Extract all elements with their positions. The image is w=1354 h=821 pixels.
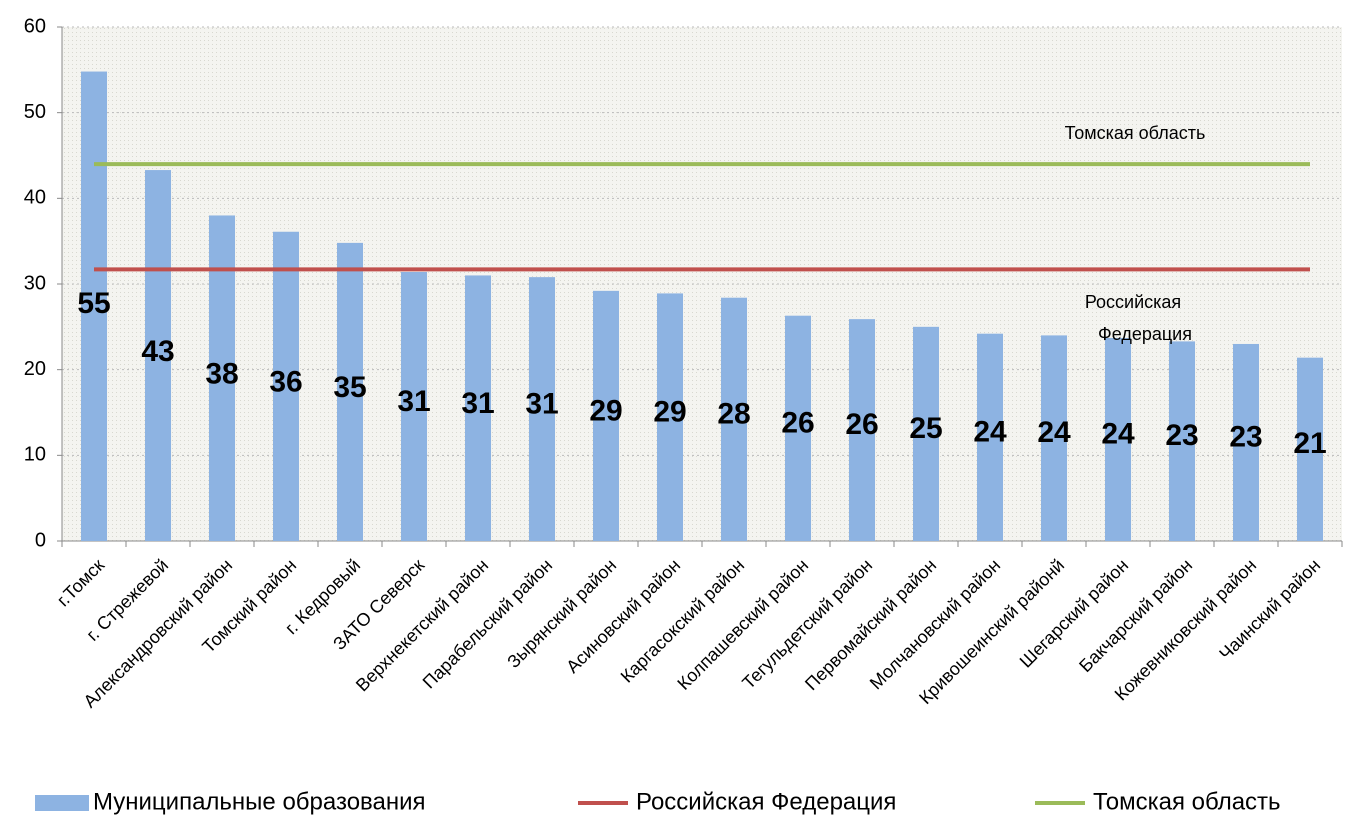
- x-tick-label: Зырянский район: [503, 555, 620, 672]
- bar: [401, 272, 427, 541]
- y-tick-label: 0: [35, 529, 46, 551]
- bar: [273, 231, 299, 541]
- value-label: 24: [1101, 417, 1135, 450]
- y-tick-label: 60: [24, 15, 46, 37]
- legend-label: Российская Федерация: [636, 788, 896, 815]
- y-tick-label: 50: [24, 101, 46, 123]
- value-label: 35: [333, 371, 366, 404]
- value-label: 38: [205, 357, 238, 390]
- annotation: Томская область: [1065, 123, 1206, 143]
- bar: [1297, 357, 1323, 541]
- bar: [849, 319, 875, 541]
- value-label: 43: [141, 335, 174, 368]
- bar: [529, 277, 555, 541]
- bar: [465, 275, 491, 541]
- value-label: 31: [525, 388, 558, 421]
- bar: [657, 293, 683, 541]
- bar: [913, 326, 939, 541]
- annotation: Федерация: [1098, 324, 1192, 344]
- bar: [785, 315, 811, 541]
- x-tick-label: Каргасокский район: [617, 555, 749, 687]
- bar: [337, 242, 363, 541]
- value-label: 55: [77, 287, 110, 320]
- value-label: 23: [1229, 420, 1262, 453]
- x-tick-label: Молчановский район: [866, 555, 1004, 693]
- x-tick-label: Парабельский район: [419, 555, 556, 692]
- x-tick-label: г.Томск: [53, 555, 108, 610]
- bar: [593, 290, 619, 541]
- value-label: 29: [589, 394, 622, 427]
- bar: [1105, 337, 1131, 541]
- y-tick-label: 30: [24, 272, 46, 294]
- x-tick-label: Асиновский район: [562, 555, 684, 677]
- value-label: 31: [397, 385, 430, 418]
- value-label: 36: [269, 365, 302, 398]
- value-label: 21: [1293, 427, 1326, 460]
- x-tick-label: Шегарский район: [1016, 555, 1132, 671]
- x-tick-label: Бакчарский район: [1075, 555, 1196, 676]
- bar: [1169, 341, 1195, 541]
- bar: [81, 71, 107, 542]
- value-label: 28: [717, 398, 750, 431]
- value-label: 31: [461, 387, 494, 420]
- value-label: 29: [653, 396, 686, 429]
- value-label: 25: [909, 412, 942, 445]
- bar: [145, 170, 171, 541]
- legend-label: Муниципальные образования: [93, 788, 426, 815]
- bar: [721, 297, 747, 541]
- annotation: Российская: [1085, 292, 1181, 312]
- y-tick-label: 40: [24, 187, 46, 209]
- legend-swatch: [35, 795, 89, 811]
- value-label: 24: [973, 415, 1007, 448]
- bar: [1041, 335, 1067, 541]
- x-tick-label: Тегульдетский район: [738, 555, 876, 693]
- bar: [977, 333, 1003, 541]
- value-label: 24: [1037, 416, 1071, 449]
- bar: [1233, 343, 1259, 541]
- value-label: 23: [1165, 419, 1198, 452]
- value-label: 26: [845, 408, 878, 441]
- y-tick-label: 10: [24, 444, 46, 466]
- legend-label: Томская область: [1093, 788, 1281, 815]
- y-tick-label: 20: [24, 358, 46, 380]
- value-label: 26: [781, 407, 814, 440]
